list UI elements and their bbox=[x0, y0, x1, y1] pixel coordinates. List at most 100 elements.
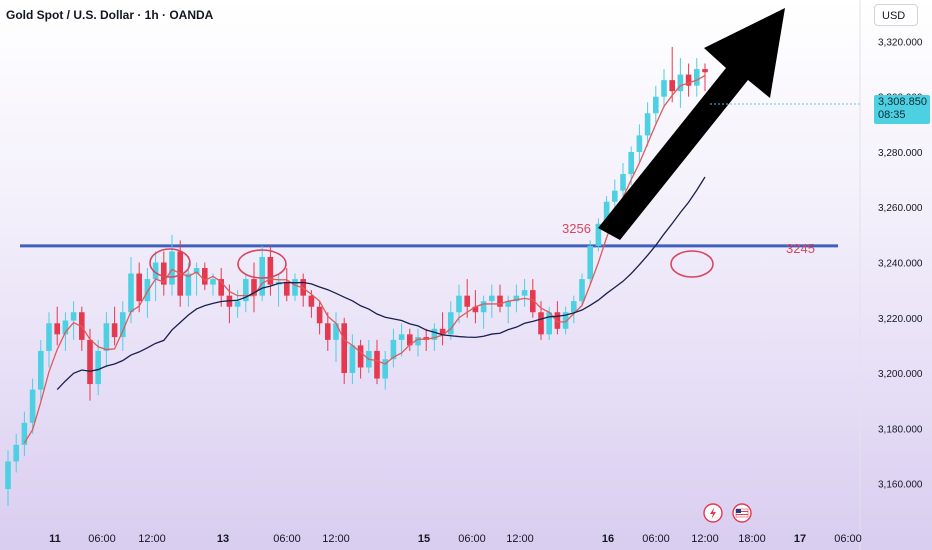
candle-body bbox=[423, 337, 429, 340]
candle-body bbox=[694, 69, 700, 86]
x-tick-label: 17 bbox=[794, 533, 806, 545]
candle-body bbox=[620, 174, 626, 191]
candle-body bbox=[587, 245, 593, 280]
us-flag-icon[interactable] bbox=[732, 503, 752, 523]
candle-body bbox=[54, 323, 60, 335]
candle-body bbox=[390, 339, 397, 360]
fast-moving-average-line bbox=[23, 74, 706, 444]
candle-body bbox=[267, 256, 274, 285]
x-tick-label: 15 bbox=[418, 533, 430, 545]
candle-body bbox=[521, 290, 528, 296]
x-tick-label: 06:00 bbox=[273, 533, 301, 545]
candle-body bbox=[685, 74, 692, 86]
candle-body bbox=[152, 262, 159, 280]
highlight-circle-3 bbox=[670, 250, 714, 278]
candle-body bbox=[677, 74, 684, 92]
candle-body bbox=[595, 223, 602, 246]
candle-body bbox=[530, 290, 536, 313]
slow-moving-average-line bbox=[56, 176, 706, 391]
candle-body bbox=[448, 312, 454, 335]
candle-body bbox=[218, 279, 224, 296]
candle-body bbox=[136, 273, 142, 302]
level-label-3245: 3245 bbox=[786, 241, 815, 256]
candle-body bbox=[398, 334, 405, 340]
currency-button[interactable]: USD bbox=[874, 4, 918, 26]
y-tick-label: 3,160.000 bbox=[878, 480, 923, 491]
candle-body bbox=[210, 279, 216, 285]
candle-body bbox=[325, 323, 331, 340]
candle-body bbox=[308, 295, 315, 307]
candle-body bbox=[21, 422, 28, 445]
candle-body bbox=[636, 135, 643, 152]
y-tick-label: 3,280.000 bbox=[878, 148, 923, 159]
candle-body bbox=[70, 312, 77, 321]
candle-body bbox=[357, 345, 364, 368]
candle-body bbox=[554, 312, 561, 329]
candle-body bbox=[95, 350, 101, 385]
candle-body bbox=[407, 334, 413, 346]
candle-body bbox=[87, 339, 93, 385]
time-axis: 11 06:00 12:00 13 06:00 12:00 15 06:00 12:00 16 06… bbox=[49, 533, 862, 545]
candle-body bbox=[702, 69, 708, 73]
bar-countdown: 08:35 bbox=[878, 109, 906, 121]
y-tick-label: 3,320.000 bbox=[878, 37, 923, 48]
candle-body bbox=[38, 350, 44, 390]
candle-body bbox=[579, 279, 585, 302]
candle-body bbox=[603, 201, 610, 224]
candle-body bbox=[546, 312, 552, 335]
candle-body bbox=[538, 312, 544, 335]
x-tick-label: 06:00 bbox=[834, 533, 862, 545]
candle-body bbox=[316, 306, 323, 324]
candle-body bbox=[439, 328, 446, 335]
candle-body bbox=[62, 320, 69, 335]
candle-body bbox=[489, 295, 495, 302]
current-price-value: 3,308.850 bbox=[878, 96, 927, 108]
candle-body bbox=[292, 279, 298, 296]
candle-body bbox=[259, 256, 265, 296]
lightning-icon[interactable] bbox=[703, 503, 723, 523]
candle-body bbox=[464, 295, 470, 307]
candle-body bbox=[513, 295, 520, 302]
x-tick-label: 06:00 bbox=[642, 533, 670, 545]
candle-body bbox=[128, 273, 134, 313]
candle-body bbox=[202, 268, 208, 285]
candle-body bbox=[185, 273, 192, 296]
candle-body bbox=[382, 359, 388, 379]
candle-body bbox=[374, 350, 380, 379]
y-tick-label: 3,180.000 bbox=[878, 424, 923, 435]
candle-body bbox=[13, 444, 19, 462]
candle-body bbox=[628, 151, 634, 175]
candle-body bbox=[669, 80, 675, 92]
candle-body bbox=[103, 323, 110, 351]
candle-body bbox=[612, 190, 618, 202]
candle-body bbox=[415, 337, 421, 346]
x-tick-label: 12:00 bbox=[322, 533, 350, 545]
x-tick-label: 11 bbox=[49, 533, 61, 545]
chart-title: Gold Spot / U.S. Dollar · 1h · OANDA bbox=[6, 8, 214, 22]
candle-body bbox=[480, 301, 487, 313]
candle-body bbox=[505, 301, 511, 307]
candle-body bbox=[161, 262, 167, 285]
price-axis: 3,160.000 3,180.000 3,200.000 3,220.000 3,24… bbox=[859, 0, 923, 550]
y-tick-label: 3,200.000 bbox=[878, 369, 923, 380]
x-tick-label: 18:00 bbox=[738, 533, 766, 545]
candle-body bbox=[251, 279, 257, 296]
x-tick-label: 12:00 bbox=[691, 533, 719, 545]
candle-body bbox=[120, 312, 126, 338]
y-tick-label: 3,220.000 bbox=[878, 314, 923, 325]
candle-body bbox=[46, 323, 52, 351]
candle-body bbox=[341, 323, 347, 374]
candle-body bbox=[644, 113, 651, 136]
candle-body bbox=[300, 279, 306, 296]
x-tick-label: 06:00 bbox=[458, 533, 486, 545]
candle-body bbox=[571, 301, 577, 313]
candle-body bbox=[111, 323, 118, 338]
y-tick-label: 3,240.000 bbox=[878, 259, 923, 270]
trend-arrow bbox=[598, 8, 785, 240]
candlestick-series bbox=[5, 46, 708, 506]
candle-body bbox=[144, 279, 151, 302]
x-tick-label: 06:00 bbox=[88, 533, 116, 545]
candle-body bbox=[5, 461, 11, 490]
x-tick-label: 12:00 bbox=[506, 533, 534, 545]
